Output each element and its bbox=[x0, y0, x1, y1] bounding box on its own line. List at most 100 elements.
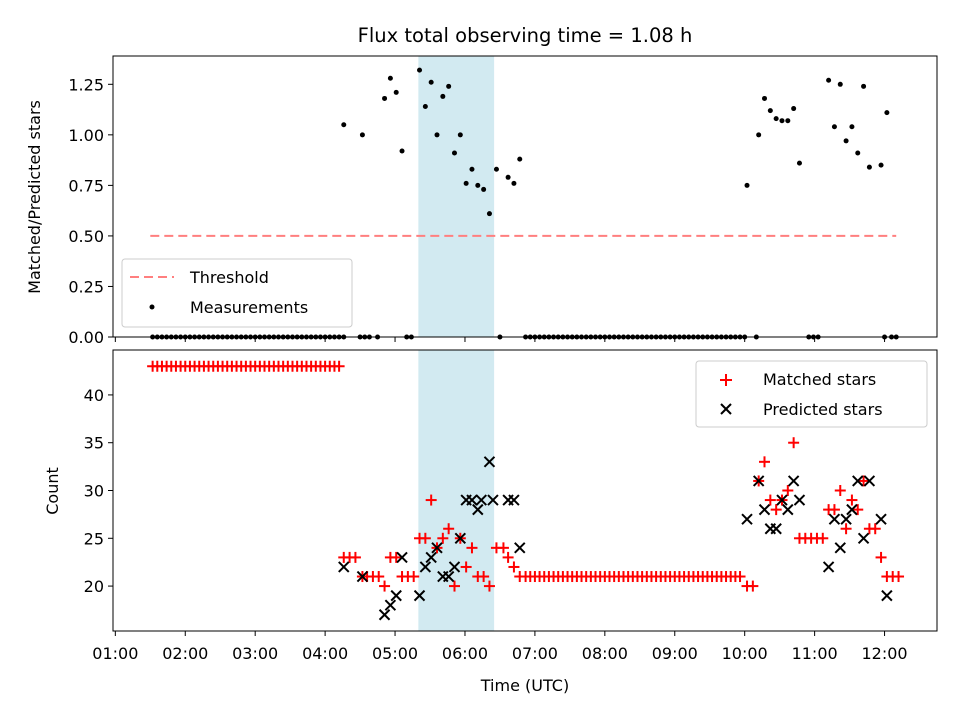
matched-star-point bbox=[734, 571, 746, 583]
matched-star-point bbox=[390, 551, 402, 563]
measurement-point bbox=[486, 211, 492, 217]
measurement-point bbox=[446, 83, 452, 89]
matched-star-point bbox=[893, 571, 905, 583]
measurement-point bbox=[428, 79, 434, 85]
predicted-star-point bbox=[378, 609, 391, 621]
predicted-star-point bbox=[881, 589, 893, 602]
top-x-ticks bbox=[114, 337, 886, 342]
predicted-star-point bbox=[776, 494, 788, 506]
predicted-star-point bbox=[413, 589, 426, 602]
legend-matched-label: Matched stars bbox=[763, 370, 876, 389]
measurement-point bbox=[843, 138, 849, 144]
predicted-star-point bbox=[758, 503, 771, 516]
predicted-star-point bbox=[431, 542, 443, 554]
measurement-point bbox=[469, 166, 475, 172]
matched-star-point bbox=[834, 485, 846, 496]
measurement-point bbox=[422, 104, 428, 110]
predicted-star-point bbox=[822, 561, 835, 573]
top-y-ticks: 0.00 0.25 0.50 0.75 1.00 1.25 bbox=[68, 75, 113, 347]
legend-threshold-label: Threshold bbox=[189, 268, 269, 287]
measurement-point bbox=[785, 118, 791, 124]
predicted-star-point bbox=[442, 570, 455, 583]
measurement-point bbox=[866, 164, 872, 170]
predicted-star-point bbox=[448, 561, 461, 573]
legend-matched-swatch bbox=[720, 374, 732, 386]
predicted-star-point bbox=[472, 503, 484, 516]
matched-star-point bbox=[817, 532, 829, 544]
matched-star-point bbox=[875, 551, 887, 563]
measurement-point bbox=[382, 95, 388, 101]
predicted-star-point bbox=[875, 513, 887, 525]
matched-star-point bbox=[443, 523, 455, 535]
matched-star-point bbox=[840, 523, 852, 535]
bottom-shaded-span bbox=[418, 350, 495, 631]
top-legend: Threshold Measurements bbox=[121, 258, 353, 328]
matched-star-point bbox=[788, 437, 800, 449]
predicted-star-point bbox=[834, 542, 846, 554]
measurement-point bbox=[826, 77, 832, 83]
top-chart-title: Flux total observing time = 1.08 h bbox=[358, 24, 693, 47]
matched-star-point bbox=[747, 580, 759, 592]
predicted-star-point bbox=[782, 503, 794, 516]
predicted-star-point bbox=[396, 551, 408, 564]
legend-measurements-swatch bbox=[149, 304, 155, 310]
matched-star-point bbox=[349, 551, 361, 563]
measurement-point bbox=[779, 118, 785, 124]
predicted-star-point bbox=[454, 532, 467, 544]
x-tick-label: 07:00 bbox=[512, 644, 558, 663]
x-tick-label: 09:00 bbox=[652, 644, 698, 663]
predicted-star-point bbox=[390, 589, 402, 602]
measurement-point bbox=[767, 108, 773, 114]
matched-star-point bbox=[460, 561, 472, 573]
matched-star-point bbox=[502, 551, 514, 563]
bottom-legend-box bbox=[695, 360, 928, 428]
predicted-star-point bbox=[475, 494, 488, 506]
bottom-y-tick-label: 25 bbox=[84, 529, 104, 548]
predicted-star-point bbox=[752, 475, 765, 487]
predicted-star-point bbox=[483, 456, 496, 468]
x-tick-label: 10:00 bbox=[722, 644, 768, 663]
matched-star-point bbox=[437, 532, 449, 544]
matched-star-point bbox=[419, 532, 431, 544]
measurement-point bbox=[417, 67, 423, 73]
measurement-point bbox=[791, 106, 797, 112]
predicted-star-point bbox=[863, 475, 876, 487]
measurement-point bbox=[517, 156, 523, 162]
measurement-point bbox=[831, 124, 837, 130]
legend-predicted-swatch bbox=[720, 403, 732, 415]
top-panel: 0.00 0.25 0.50 0.75 1.00 1.25 Flux total obse… bbox=[25, 24, 938, 347]
predicted-star-point bbox=[466, 494, 478, 506]
measurement-point bbox=[756, 132, 762, 138]
measurement-point bbox=[440, 93, 446, 99]
predicted-star-point bbox=[356, 570, 369, 583]
bottom-x-ticks: 01:00 02:00 03:00 04:00 05:00 06:00 07:00 08:00… bbox=[92, 631, 908, 663]
measurement-point bbox=[884, 110, 890, 116]
top-y-tick-label: 0.75 bbox=[68, 176, 104, 195]
top-y-tick-label: 0.25 bbox=[68, 277, 104, 296]
top-shaded-span bbox=[418, 56, 495, 337]
top-y-tick-label: 0.00 bbox=[68, 328, 104, 347]
x-tick-label: 11:00 bbox=[792, 644, 838, 663]
predicted-star-point bbox=[793, 494, 806, 506]
bottom-y-axis-label: Count bbox=[43, 467, 62, 515]
matched-star-point bbox=[852, 504, 864, 516]
matched-star-point bbox=[508, 561, 520, 573]
predicted-star-point bbox=[852, 475, 864, 487]
predicted-star-point bbox=[487, 494, 499, 506]
matched-star-point bbox=[333, 360, 345, 372]
bottom-y-tick-label: 35 bbox=[84, 434, 104, 453]
predicted-star-point bbox=[514, 542, 526, 554]
measurement-point bbox=[855, 150, 861, 156]
matched-star-point bbox=[846, 494, 858, 506]
bottom-y-ticks: 20 25 30 35 40 bbox=[84, 386, 113, 596]
measurement-point bbox=[837, 81, 843, 87]
bottom-y-tick-label: 40 bbox=[84, 386, 104, 405]
x-tick-label: 03:00 bbox=[232, 644, 278, 663]
predicted-star-point bbox=[419, 561, 432, 573]
measurement-point bbox=[773, 116, 779, 122]
x-tick-label: 12:00 bbox=[861, 644, 907, 663]
measurement-point bbox=[341, 122, 347, 128]
matched-star-point bbox=[770, 504, 782, 516]
measurement-point bbox=[481, 186, 487, 192]
predicted-star-point bbox=[741, 513, 753, 525]
